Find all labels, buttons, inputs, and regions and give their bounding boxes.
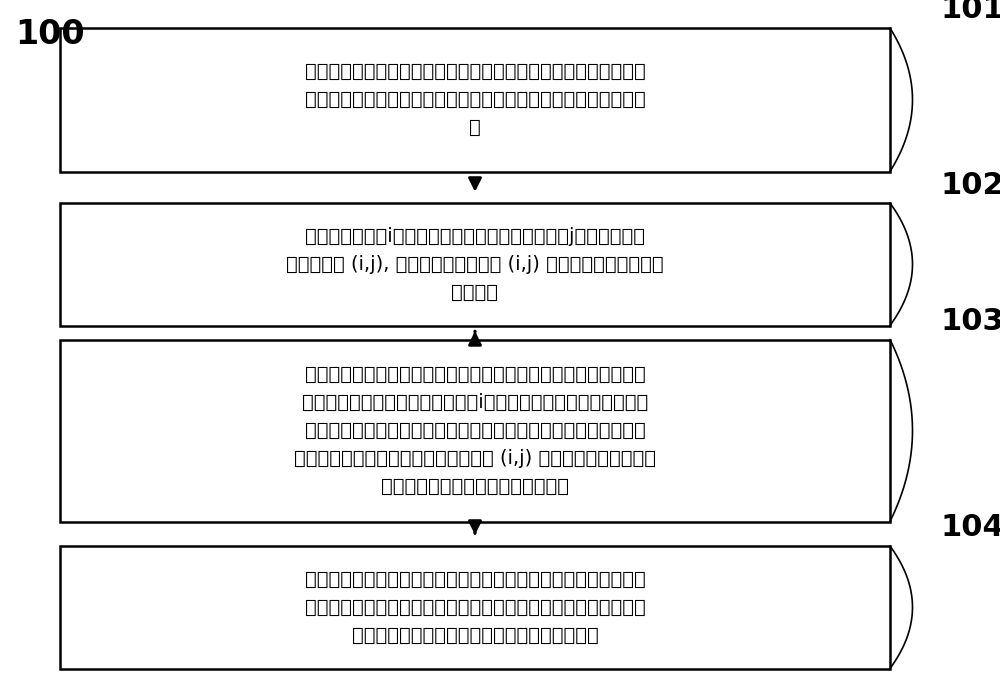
Text: 根据所述改进的第一分群模块度函数和改进的第二分群模块度函数
计算每种组合情况下该任一个节点i对应的分群模块度函数变化量，
并当分群模块度函数变化量达到最大正值时: 根据所述改进的第一分群模块度函数和改进的第二分群模块度函数 计算每种组合情况下该… <box>294 365 656 496</box>
Text: 将新形成的子分群看作一个独立的节点，并重新计算，直至没有任
何节点能进行合并且改进的第二分群模块度函数达到最大值时，分
群过程停止，，确定当前的分群为最优分群结: 将新形成的子分群看作一个独立的节点，并重新计算，直至没有任 何节点能进行合并且改… <box>305 570 645 645</box>
Text: 104: 104 <box>940 514 1000 542</box>
Text: 103: 103 <box>940 307 1000 336</box>
Bar <box>60 340 890 522</box>
Text: 101: 101 <box>940 0 1000 25</box>
Text: 100: 100 <box>15 18 85 50</box>
Text: 确定配电网的分群原则，将配电网中的每个节点作为一个单独的子
分群，并根据分群原则计算每个子分群的改进的第一分群模块度函
数: 确定配电网的分群原则，将配电网中的每个节点作为一个单独的子 分群，并根据分群原则… <box>305 62 645 137</box>
Bar <box>60 546 890 668</box>
Bar <box>60 203 890 326</box>
Bar <box>60 28 890 172</box>
Text: 102: 102 <box>940 171 1000 199</box>
Text: 对于任一个节点i，从其他节点中随机选择一个节点j组合形成一个
新的子分群 (i,j), 重新计算新的子分群 (i,j) 对应改进的第二分群模
块度函数: 对于任一个节点i，从其他节点中随机选择一个节点j组合形成一个 新的子分群 (i,… <box>286 227 664 302</box>
